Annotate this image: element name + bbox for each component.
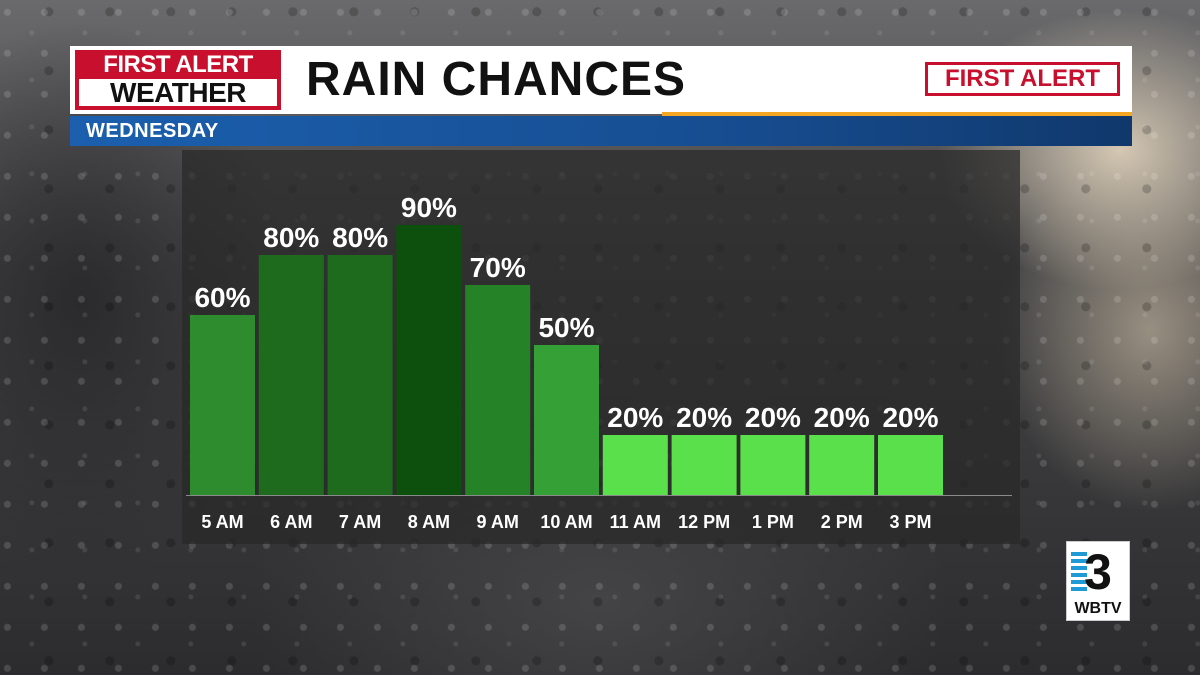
x-tick-label: 3 PM (889, 512, 931, 532)
bar-9-am (465, 285, 531, 495)
day-label: WEDNESDAY (86, 120, 219, 142)
bar-1-pm (740, 435, 806, 495)
logo-line-first-alert: FIRST ALERT (103, 51, 253, 78)
x-tick-label: 8 AM (408, 512, 450, 532)
chart-panel: 60% 5 AM 80% 6 AM 80% 7 AM 90% 8 AM 70% 9 AM 50% 10… (182, 150, 1020, 544)
data-label: 20% (676, 402, 732, 433)
bar-3-pm (878, 435, 943, 495)
bar-5-am (190, 315, 255, 495)
data-label: 20% (882, 402, 938, 433)
x-tick-label: 6 AM (270, 512, 312, 532)
x-tick-label: 2 PM (821, 512, 863, 532)
x-tick-label: 5 AM (201, 512, 243, 532)
day-bar: WEDNESDAY (70, 116, 1132, 146)
first-alert-weather-logo: FIRST ALERT WEATHER (75, 50, 281, 110)
bar-8-am (396, 225, 462, 495)
logo-line-weather: WEATHER (79, 79, 277, 107)
data-label: 20% (607, 402, 663, 433)
x-tick-label: 1 PM (752, 512, 794, 532)
x-tick-label: 12 PM (678, 512, 730, 532)
x-tick-label: 7 AM (339, 512, 381, 532)
logo-stripes-icon (1071, 552, 1087, 592)
page-title: RAIN CHANCES (306, 53, 687, 106)
data-label: 80% (332, 222, 388, 253)
bar-11-am (602, 435, 668, 495)
rain-chance-chart: 60% 5 AM 80% 6 AM 80% 7 AM 90% 8 AM 70% 9 AM 50% 10… (186, 192, 1012, 532)
bar-6-am (258, 255, 324, 495)
bar-12-pm (671, 435, 737, 495)
bar-2-pm (809, 435, 875, 495)
bar-10-am (534, 345, 599, 495)
data-label: 90% (401, 192, 457, 223)
data-label: 60% (194, 282, 250, 313)
wbtv-logo: 3 WBTV (1066, 541, 1130, 621)
x-tick-label: 10 AM (540, 512, 592, 532)
data-label: 20% (745, 402, 801, 433)
x-tick-label: 11 AM (610, 512, 661, 532)
first-alert-badge: FIRST ALERT (925, 62, 1120, 96)
channel-number: 3 (1084, 544, 1112, 600)
data-label: 80% (263, 222, 319, 253)
station-name: WBTV (1074, 600, 1122, 617)
data-label: 70% (470, 252, 526, 283)
data-label: 50% (538, 312, 594, 343)
accent-line (662, 112, 1132, 116)
header-banner: FIRST ALERT WEATHER RAIN CHANCES FIRST A… (70, 46, 1132, 146)
data-label: 20% (814, 402, 870, 433)
x-tick-label: 9 AM (477, 512, 519, 532)
bar-7-am (327, 255, 393, 495)
